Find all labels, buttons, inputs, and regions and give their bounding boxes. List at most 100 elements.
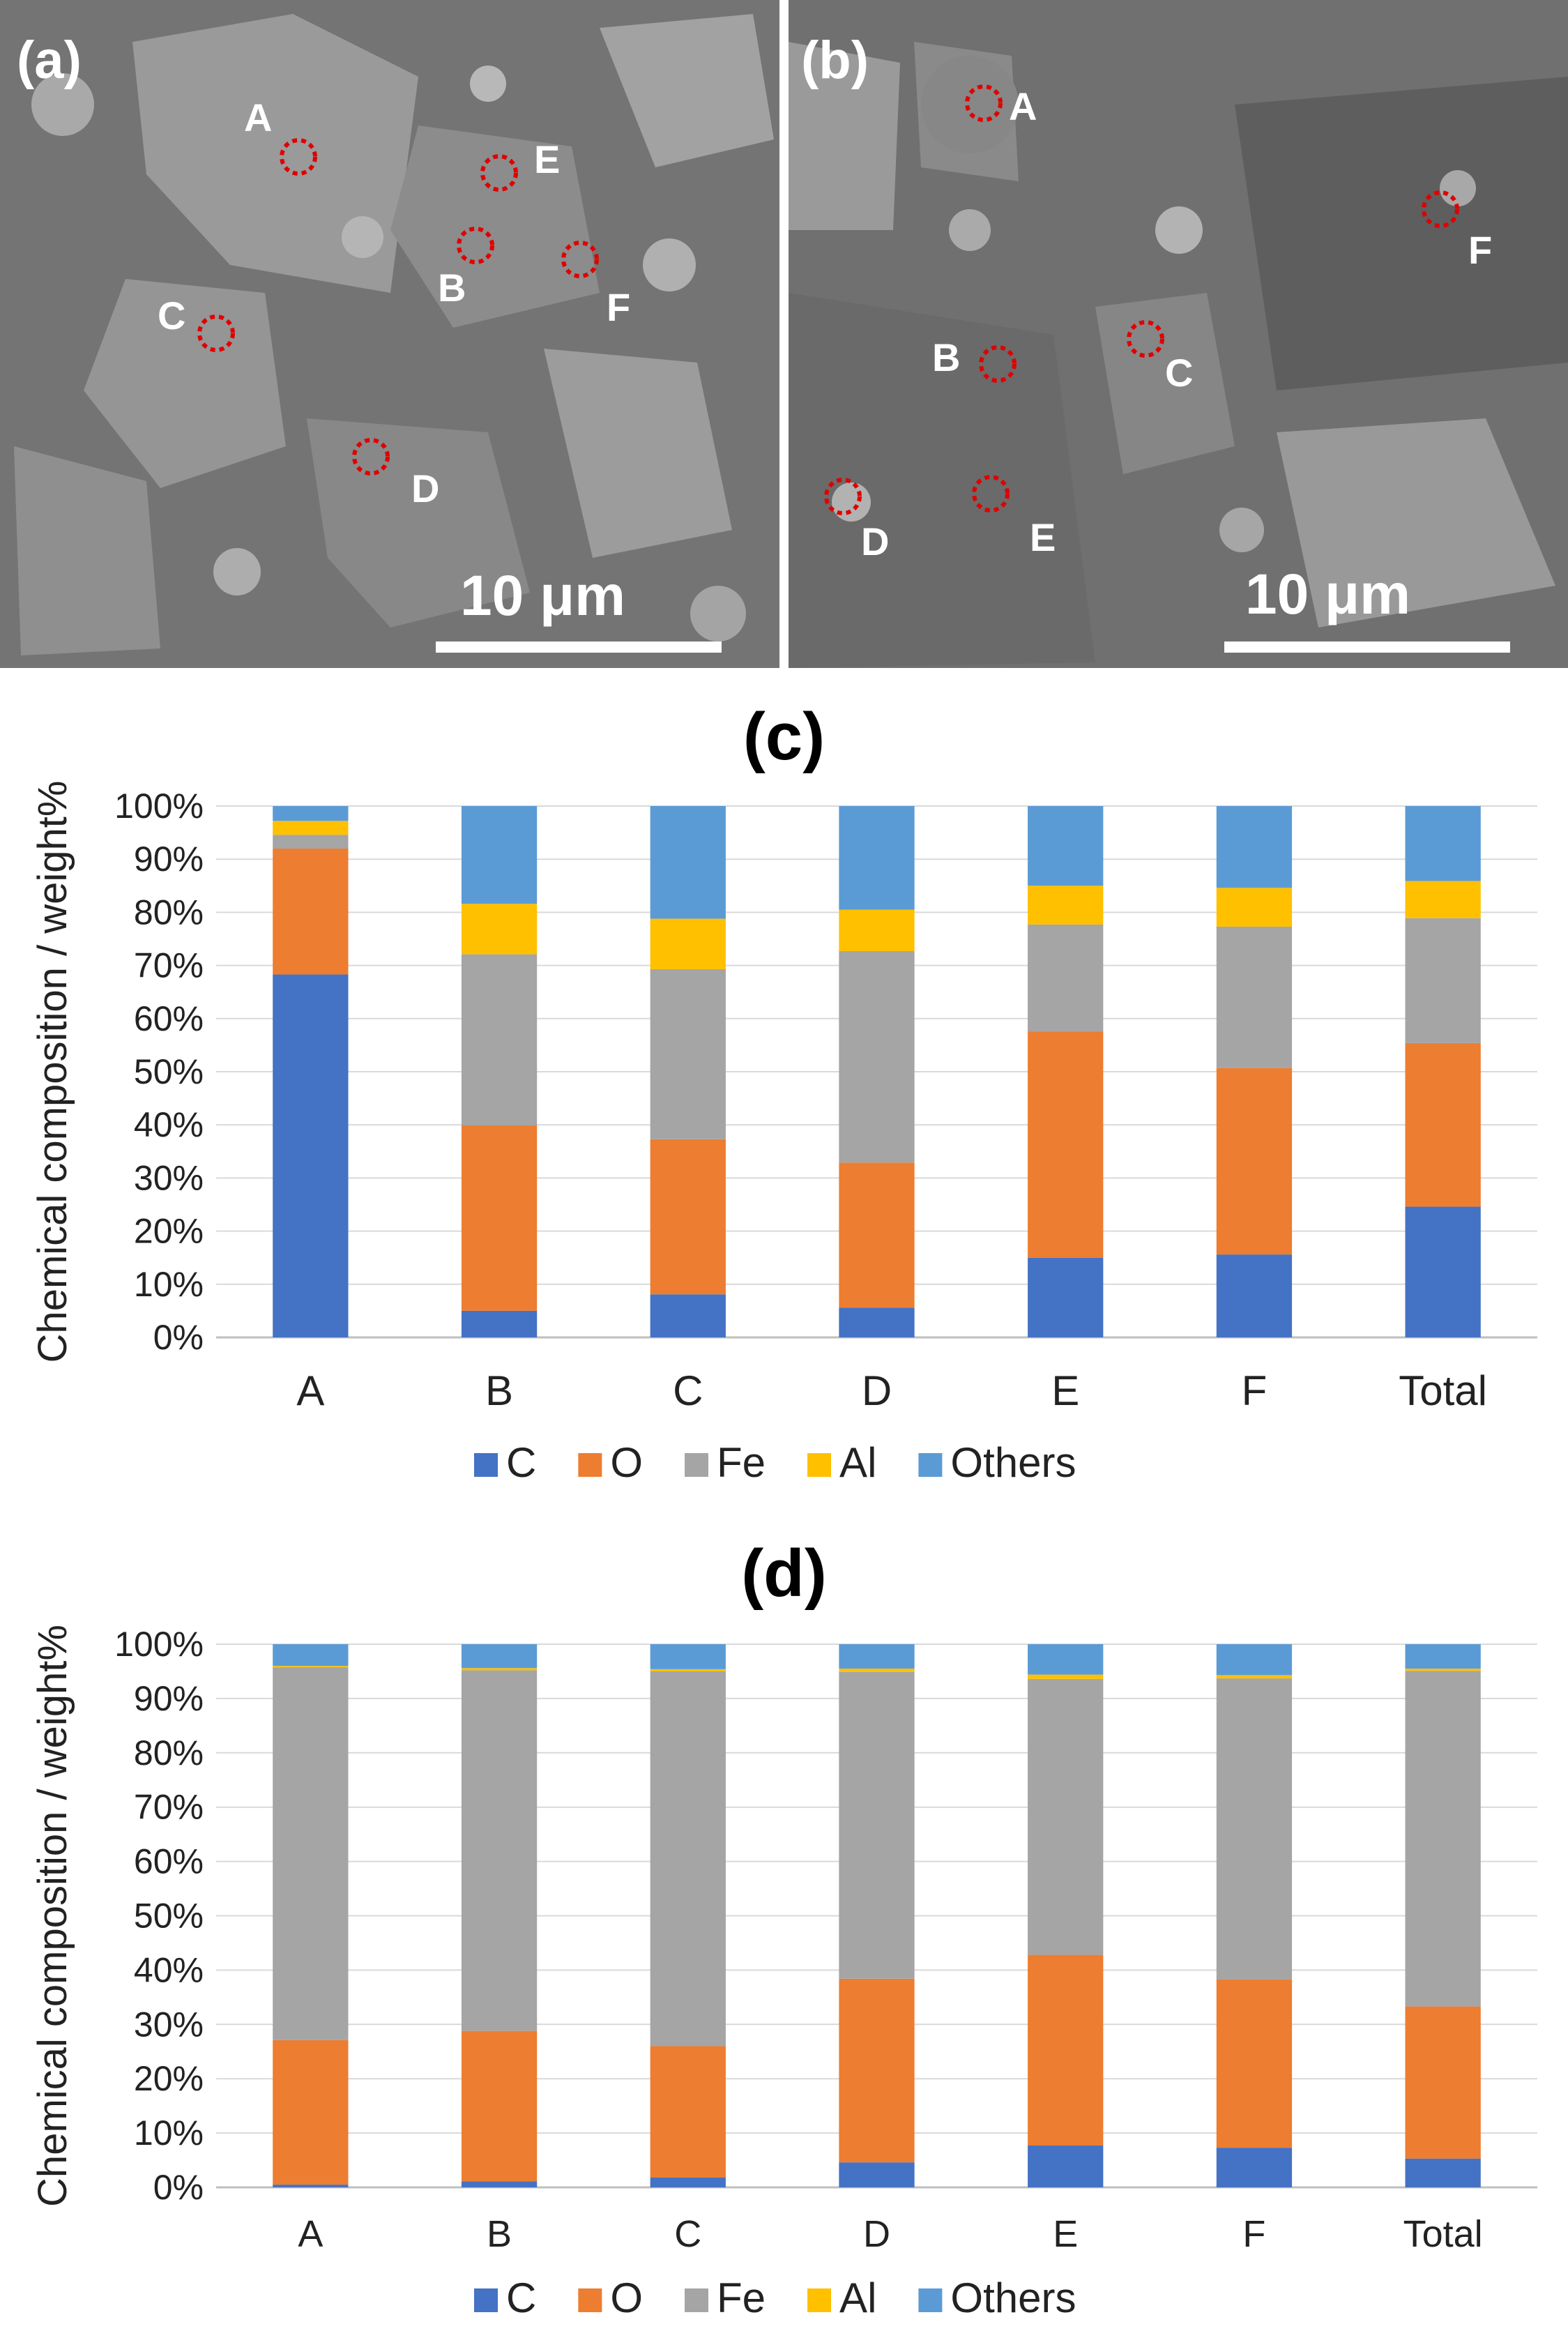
particle-texture (789, 42, 1568, 668)
bar-segment-al-a (273, 1666, 349, 1668)
bar-segment-o-b (461, 2030, 538, 2182)
bar-segment-al-b (461, 1668, 538, 1671)
x-tick-label: Total (1399, 1367, 1487, 1414)
bar-segment-c-b (461, 2181, 538, 2187)
chart-canvas-c: 0%10%20%30%40%50%60%70%80%90%100%A B C D E F T… (30, 781, 1537, 1486)
scale-bar-label-a: 10 μm (460, 564, 625, 628)
bar-segment-o-a (273, 848, 349, 975)
bar-segment-o-e (1028, 1031, 1104, 1258)
bar-segment-others-total (1405, 1644, 1481, 1669)
y-tick-label: 0% (153, 2168, 204, 2207)
bar-segment-others-a (273, 806, 349, 821)
y-tick-label: 40% (134, 1950, 204, 1989)
bar-segment-al-total (1405, 881, 1481, 918)
bar-segment-c-e (1028, 1257, 1104, 1337)
sem-micrograph-b: (b) A B C D E F 10 μm (789, 0, 1568, 668)
bar-segment-o-d (839, 1978, 915, 2163)
bar-segment-fe-f (1216, 926, 1293, 1068)
bar-segment-c-e (1028, 2146, 1104, 2187)
bar-segment-c-c (650, 2177, 726, 2187)
legend-label-c: C (506, 1439, 536, 1486)
bar-segment-others-c (650, 806, 726, 919)
bar-segment-fe-c (650, 969, 726, 1139)
legend-swatch-fe (685, 2288, 709, 2312)
bar-segment-fe-f (1216, 1678, 1293, 1980)
bar-segment-c-f (1216, 2148, 1293, 2187)
legend-swatch-c (474, 1453, 498, 1477)
bar-segment-others-d (839, 806, 915, 910)
y-tick-label: 90% (134, 1679, 204, 1718)
svg-text:E: E (534, 137, 560, 181)
y-tick-label: 100% (114, 787, 204, 826)
bar-segment-fe-b (461, 1670, 538, 2031)
legend-label-fe: Fe (717, 1439, 766, 1486)
y-tick-label: 70% (134, 1788, 204, 1827)
bar-segment-others-e (1028, 806, 1104, 886)
x-tick-label: D (862, 1367, 892, 1414)
svg-text:A: A (1009, 84, 1037, 128)
bar-segment-o-f (1216, 1068, 1293, 1255)
bar-segment-fe-b (461, 954, 538, 1125)
bar-segment-o-total (1405, 2006, 1481, 2159)
bar-segment-al-d (839, 1669, 915, 1672)
eds-point-f: F (1422, 190, 1492, 272)
sem-image-a: (a) A B C D E F 10 μm (0, 0, 779, 668)
bar-segment-fe-e (1028, 924, 1104, 1032)
x-tick-label: C (673, 1367, 703, 1414)
bar-segment-o-a (273, 2040, 349, 2185)
svg-text:F: F (1468, 228, 1492, 272)
y-tick-label: 100% (114, 1625, 204, 1664)
sem-micrograph-a: (a) A B C D E F 10 μm (0, 0, 779, 668)
panel-tag-a: (a) (17, 31, 82, 90)
y-tick-label: 30% (134, 1158, 204, 1197)
bar-segment-al-f (1216, 888, 1293, 927)
eds-point-f: F (561, 241, 630, 329)
y-tick-label: 20% (134, 1212, 204, 1251)
eds-point-d: D (352, 438, 439, 510)
chart-title-d: (d) (741, 1536, 827, 1611)
legend-label-o: O (610, 2275, 643, 2321)
legend-swatch-fe (685, 1453, 709, 1477)
eds-point-c: C (158, 294, 235, 352)
svg-text:C: C (1165, 351, 1193, 395)
bar-segment-others-e (1028, 1644, 1104, 1675)
x-tick-label: C (674, 2213, 701, 2255)
bar-segment-o-f (1216, 1979, 1293, 2148)
y-tick-label: 10% (134, 1265, 204, 1304)
x-tick-label: D (863, 2213, 890, 2255)
eds-point-c: C (1127, 320, 1193, 395)
legend-label-others: Others (950, 2275, 1076, 2321)
scale-bar-b (1224, 641, 1510, 653)
y-tick-label: 50% (134, 1052, 204, 1091)
svg-text:F: F (607, 285, 630, 329)
bar-segment-c-total (1405, 1206, 1481, 1337)
y-tick-label: 60% (134, 999, 204, 1038)
legend-swatch-al (807, 2288, 832, 2312)
bar-segment-c-c (650, 1294, 726, 1337)
bar-segment-c-d (839, 2162, 915, 2187)
bar-segment-al-f (1216, 1675, 1293, 1679)
stacked-bar-chart-c: 0% 10% 20% 30% 40% 50% 60% 70% 80% 90% 100% A B C D E F T… (0, 774, 1568, 1506)
bar-segment-o-total (1405, 1042, 1481, 1207)
bar-segment-al-d (839, 909, 915, 952)
eds-point-e: E (972, 475, 1056, 559)
svg-text:D: D (861, 519, 889, 563)
legend-swatch-c (474, 2288, 498, 2312)
x-tick-label: B (487, 2213, 512, 2255)
chart-canvas-d: 0%10%20%30%40%50%60%70%80%90%100%A B C D E F T… (30, 1625, 1537, 2321)
legend-swatch-al (807, 1453, 832, 1477)
eds-point-b: B (438, 227, 494, 310)
y-tick-label: 40% (134, 1105, 204, 1144)
sem-image-b: (b) A B C D E F 10 μm (789, 0, 1568, 668)
bar-segment-fe-a (273, 835, 349, 849)
legend-swatch-o (578, 2288, 602, 2312)
legend-label-o: O (610, 1439, 643, 1486)
bar-segment-o-d (839, 1162, 915, 1308)
y-tick-label: 60% (134, 1842, 204, 1881)
bar-segment-others-f (1216, 1644, 1293, 1676)
svg-text:A: A (244, 96, 272, 139)
bar-segment-others-b (461, 806, 538, 904)
bar-segment-fe-a (273, 1667, 349, 2040)
x-tick-label: Total (1403, 2213, 1483, 2255)
bar-segment-al-b (461, 904, 538, 955)
